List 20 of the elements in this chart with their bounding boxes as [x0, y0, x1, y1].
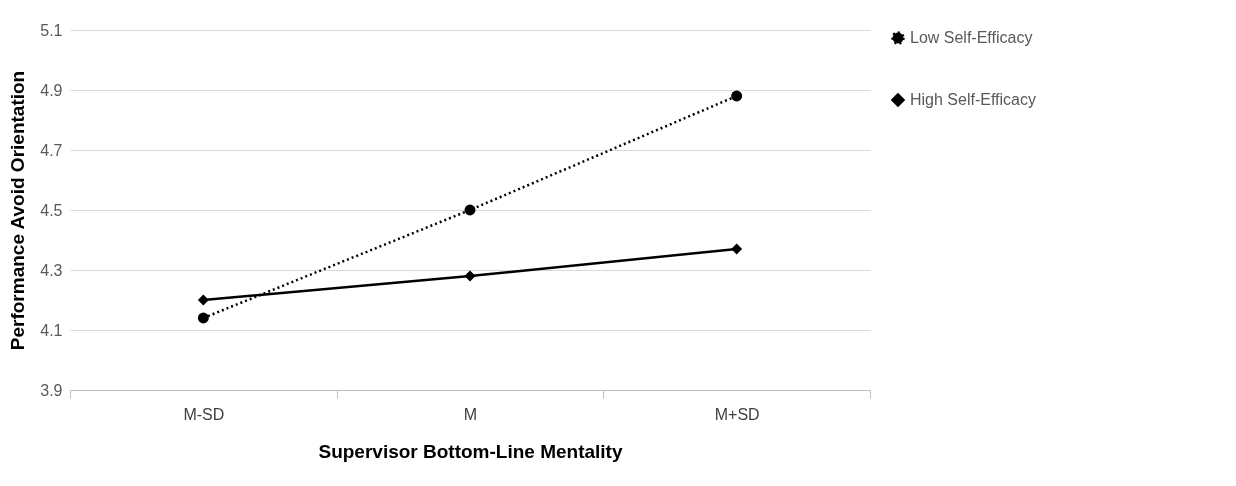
y-tick-label: 4.5 — [40, 201, 63, 219]
point — [197, 294, 209, 306]
y-tick-label: 4.7 — [40, 141, 63, 159]
x-axis-title: Supervisor Bottom-Line Mentality — [318, 440, 623, 462]
point — [197, 312, 209, 324]
y-tick-label: 5.1 — [40, 21, 63, 39]
legend-label: Low Self-Efficacy — [910, 29, 1033, 46]
x-tick-label: M-SD — [183, 405, 225, 423]
point — [464, 204, 476, 216]
x-tick-label: M — [463, 405, 478, 423]
y-axis-title: Performance Avoid Orientation — [7, 70, 29, 351]
point — [731, 243, 743, 255]
point — [464, 270, 476, 282]
y-tick-label: 4.1 — [40, 321, 63, 339]
point — [731, 90, 743, 102]
x-tick-label: M+SD — [714, 405, 760, 423]
y-tick-label: 4.3 — [40, 261, 63, 279]
legend-label: High Self-Efficacy — [910, 91, 1036, 108]
y-tick-label: 3.9 — [40, 381, 63, 399]
y-tick-label: 4.9 — [40, 81, 63, 99]
